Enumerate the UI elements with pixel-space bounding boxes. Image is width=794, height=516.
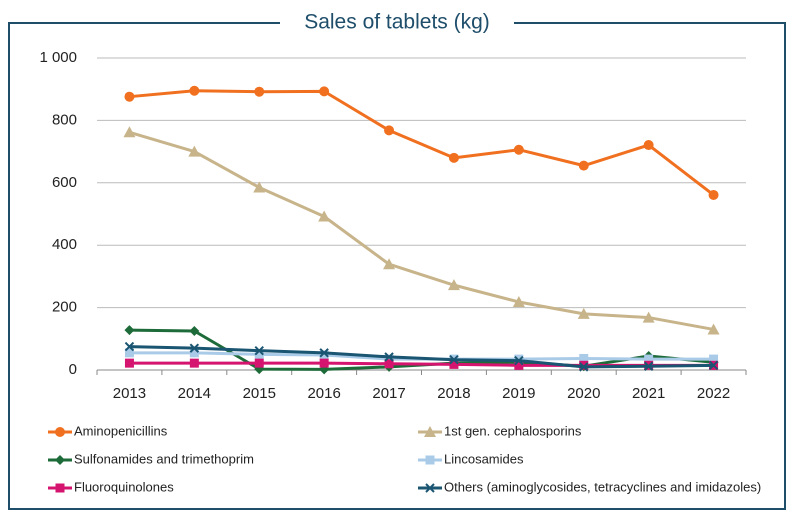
marker (253, 181, 266, 193)
marker (384, 125, 395, 136)
marker (514, 355, 524, 366)
marker (579, 360, 589, 370)
marker (55, 483, 65, 493)
marker (384, 354, 394, 364)
x-tick-label: 2018 (437, 385, 470, 402)
chart-title: Sales of tablets (kg) (304, 11, 490, 34)
marker (384, 352, 394, 362)
y-tick-label: 400 (52, 236, 77, 253)
marker (254, 349, 264, 359)
legend-label: 1st gen. cephalosporins (444, 423, 582, 438)
x-tick-label: 2017 (372, 385, 405, 402)
marker (254, 86, 265, 97)
legend-label: Others (aminoglycosides, tetracyclines a… (444, 479, 761, 494)
marker (449, 359, 459, 369)
marker (123, 126, 136, 138)
x-tick-label: 2016 (307, 385, 340, 402)
marker (644, 354, 654, 364)
marker (318, 210, 331, 222)
marker (188, 145, 201, 157)
marker (709, 354, 719, 364)
title-backdrop (280, 6, 514, 40)
series-line (129, 345, 714, 369)
marker (447, 279, 460, 291)
y-tick-label: 600 (52, 174, 77, 191)
marker (319, 358, 329, 368)
marker (642, 311, 655, 323)
marker (577, 307, 590, 319)
legend-label: Aminopenicillins (74, 423, 168, 438)
marker (708, 189, 719, 200)
marker (55, 427, 65, 437)
series-line (129, 130, 714, 331)
marker (189, 348, 199, 358)
marker (55, 455, 65, 465)
y-tick-label: 800 (52, 111, 77, 128)
marker (254, 358, 264, 368)
marker (124, 358, 134, 368)
marker (449, 354, 459, 365)
marker (383, 258, 396, 270)
x-tick-label: 2022 (697, 385, 730, 402)
marker (707, 323, 720, 335)
marker (124, 91, 135, 102)
marker (189, 358, 199, 368)
marker (424, 426, 436, 437)
y-tick-label: 1 000 (39, 49, 77, 66)
marker (708, 360, 719, 371)
marker (425, 483, 435, 493)
marker (124, 325, 135, 336)
legend-label: Sulfonamides and trimethoprim (74, 451, 254, 466)
marker (319, 86, 330, 97)
marker (513, 144, 524, 155)
marker (124, 341, 135, 352)
x-tick-label: 2020 (567, 385, 600, 402)
marker (189, 343, 200, 353)
marker (425, 455, 435, 465)
marker (643, 361, 654, 371)
marker (254, 345, 264, 356)
legend-label: Fluoroquinolones (74, 479, 174, 494)
marker (579, 353, 589, 363)
marker (319, 348, 329, 358)
marker (514, 360, 524, 370)
y-tick-label: 200 (52, 299, 77, 316)
marker (514, 354, 524, 364)
x-tick-label: 2015 (243, 385, 276, 402)
marker (384, 359, 394, 369)
marker (578, 160, 589, 171)
legend-label: Lincosamides (444, 451, 524, 466)
y-tick-label: 0 (69, 361, 77, 378)
marker (579, 362, 589, 372)
marker (448, 152, 459, 163)
marker (189, 85, 200, 96)
x-tick-label: 2021 (632, 385, 665, 402)
marker (643, 140, 654, 151)
x-tick-label: 2014 (178, 385, 211, 402)
x-tick-label: 2019 (502, 385, 535, 402)
x-tick-label: 2013 (113, 385, 146, 402)
marker (512, 295, 525, 307)
marker (189, 326, 200, 336)
marker (319, 350, 329, 360)
marker (124, 348, 134, 358)
series-line (129, 89, 715, 197)
